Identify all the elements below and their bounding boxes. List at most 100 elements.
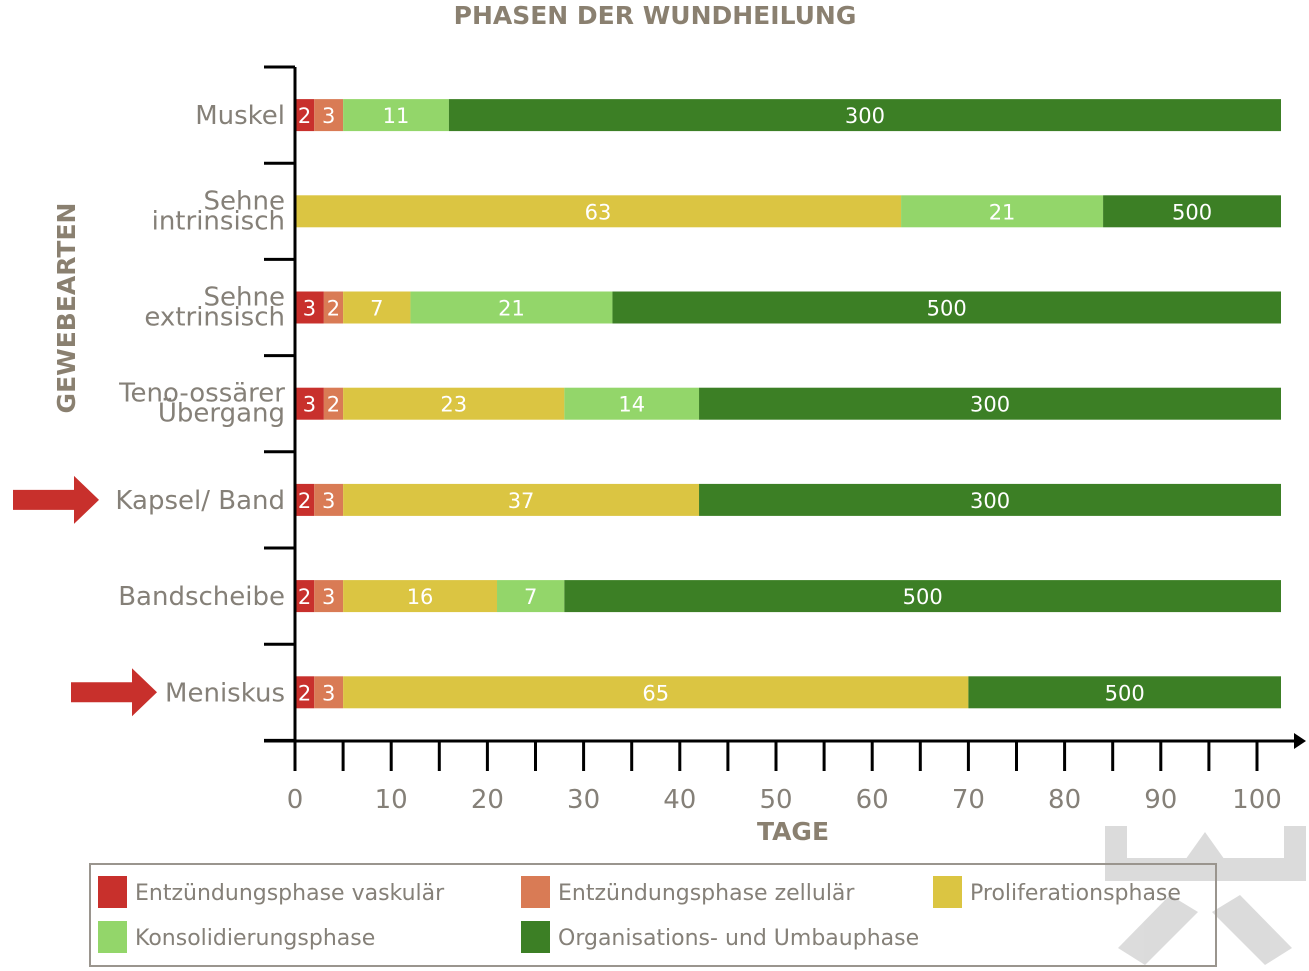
data-label: 500 (1105, 681, 1145, 705)
bar-segment (564, 387, 700, 420)
bar-segment (323, 291, 344, 324)
bar-segment (295, 195, 902, 228)
x-tick-label: 40 (663, 785, 696, 815)
category-label: Sehne extrinsisch (144, 283, 285, 333)
legend-swatch (98, 876, 127, 908)
x-tick-label: 0 (287, 785, 304, 815)
category-label: Meniskus (165, 678, 285, 708)
category-label-line: Meniskus (165, 678, 285, 708)
bar-segment (497, 580, 565, 613)
data-label: 7 (370, 297, 383, 321)
x-tick-label: 70 (952, 785, 985, 815)
x-axis-label: TAGE (757, 817, 829, 846)
x-tick-label: 50 (759, 785, 792, 815)
category-label: Teno-ossärer Übergang (118, 379, 285, 429)
legend-swatch (521, 876, 550, 908)
category-label-line: Übergang (158, 397, 285, 429)
bar-segment (612, 291, 1281, 324)
category-label-line: Bandscheibe (118, 582, 285, 612)
data-label: 500 (927, 297, 967, 321)
bar-segment (343, 676, 969, 709)
data-label: 3 (303, 393, 316, 417)
data-label: 3 (322, 104, 335, 128)
highlight-arrow-icon (71, 668, 157, 717)
data-label: 21 (498, 297, 525, 321)
category-label: Muskel (195, 101, 285, 131)
data-label: 7 (524, 585, 537, 609)
bar-segment (314, 580, 344, 613)
legend-label: Entzündungsphase zellulär (558, 881, 855, 906)
x-tick-label: 80 (1048, 785, 1081, 815)
bar-segment (295, 483, 315, 516)
data-label: 65 (642, 681, 669, 705)
bar-segment (314, 676, 344, 709)
data-label: 2 (327, 297, 340, 321)
bar-segment (343, 291, 411, 324)
bar-segment (295, 291, 324, 324)
bar-segment (323, 387, 344, 420)
data-label: 3 (322, 489, 335, 513)
data-label: 500 (1172, 200, 1212, 224)
bar-segment (968, 676, 1281, 709)
bar-segment (295, 387, 324, 420)
bar-segment (410, 291, 613, 324)
data-label: 14 (618, 393, 645, 417)
data-label: 23 (440, 393, 467, 417)
x-tick-label: 100 (1232, 785, 1282, 815)
legend-box (89, 863, 1217, 967)
data-label: 3 (322, 585, 335, 609)
data-label: 3 (322, 681, 335, 705)
legend-swatch (521, 921, 550, 953)
category-label-line: Teno-ossärer (118, 379, 285, 409)
category-label-line: Sehne (204, 186, 285, 216)
legend-label: Konsolidierungsphase (135, 926, 375, 951)
data-label: 2 (298, 104, 311, 128)
bar-segment (343, 99, 449, 132)
legend-label: Organisations- und Umbauphase (558, 926, 919, 951)
x-tick-label: 60 (856, 785, 889, 815)
bar-segment (699, 387, 1281, 420)
x-tick-label: 30 (567, 785, 600, 815)
legend-swatch (933, 876, 962, 908)
bar-segment (343, 483, 700, 516)
category-label-line: Sehne (204, 283, 285, 313)
data-label: 2 (298, 585, 311, 609)
data-label: 3 (303, 297, 316, 321)
legend-label: Proliferationsphase (970, 881, 1181, 906)
data-label: 2 (327, 393, 340, 417)
data-label: 2 (298, 681, 311, 705)
bar-segment (343, 580, 498, 613)
bar-segment (1103, 195, 1281, 228)
bar-segment (295, 676, 315, 709)
bar-segment (314, 483, 344, 516)
y-axis-label: GEWEBEARTEN (52, 203, 81, 414)
bar-segment (699, 483, 1281, 516)
data-label: 37 (508, 489, 535, 513)
chart-title: PHASEN DER WUNDHEILUNG (454, 1, 857, 30)
x-tick-label: 20 (471, 785, 504, 815)
bar-segment (343, 387, 565, 420)
bar-segment (564, 580, 1281, 613)
data-label: 300 (845, 104, 885, 128)
category-label: Kapsel/ Band (115, 486, 285, 516)
highlight-arrow-icon (13, 475, 99, 524)
data-label: 21 (989, 200, 1016, 224)
x-tick-label: 10 (375, 785, 408, 815)
legend-label: Entzündungsphase vaskulär (135, 881, 445, 906)
bar-segment (295, 580, 315, 613)
data-label: 63 (585, 200, 612, 224)
data-label: 16 (407, 585, 434, 609)
category-label: Sehne intrinsisch (152, 186, 285, 236)
bar-segment (295, 99, 315, 132)
data-label: 300 (970, 393, 1010, 417)
x-axis-arrow-icon (1294, 733, 1306, 749)
bar-segment (901, 195, 1104, 228)
data-label: 300 (970, 489, 1010, 513)
data-label: 500 (903, 585, 943, 609)
category-label: Bandscheibe (118, 582, 285, 612)
x-tick-label: 90 (1144, 785, 1177, 815)
legend-swatch (98, 921, 127, 953)
category-label-line: Kapsel/ Band (115, 486, 285, 516)
data-label: 11 (383, 104, 410, 128)
